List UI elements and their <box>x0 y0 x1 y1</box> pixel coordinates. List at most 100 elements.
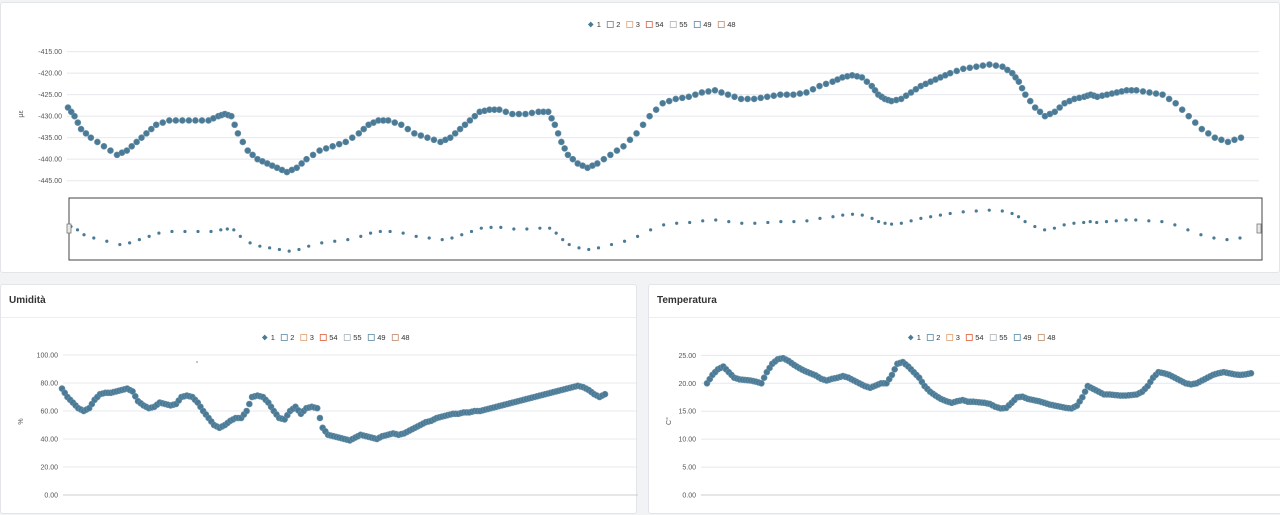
strain-data-point[interactable] <box>737 95 745 103</box>
strain-data-point[interactable] <box>979 62 987 69</box>
strain-data-point[interactable] <box>391 119 399 126</box>
strain-data-point[interactable] <box>1056 104 1063 111</box>
strain-data-point[interactable] <box>1036 108 1044 116</box>
humidity-legend-marker-1[interactable] <box>261 334 268 341</box>
strain-data-point[interactable] <box>626 136 634 144</box>
strain-data-point[interactable] <box>1026 97 1034 105</box>
strain-data-point[interactable] <box>554 130 562 137</box>
strain-data-point[interactable] <box>639 121 647 129</box>
strain-data-point[interactable] <box>672 95 680 103</box>
strain-data-point[interactable] <box>1051 108 1059 116</box>
strain-data-point[interactable] <box>1198 125 1206 133</box>
strain-navigator-handle-left[interactable] <box>66 223 72 234</box>
strain-data-point[interactable] <box>561 145 568 152</box>
strain-data-point[interactable] <box>342 138 350 146</box>
strain-data-point[interactable] <box>1139 88 1147 95</box>
strain-data-point[interactable] <box>946 69 954 77</box>
strain-data-point[interactable] <box>397 121 405 129</box>
strain-data-point[interactable] <box>1146 89 1153 96</box>
strain-data-point[interactable] <box>159 119 167 126</box>
strain-data-point[interactable] <box>67 108 75 116</box>
strain-data-point[interactable] <box>298 160 305 167</box>
strain-data-point[interactable] <box>138 134 145 141</box>
temperature-chart[interactable]: 1 2 3 54 55 49 48 25.00 20.00 15.00 10.00 5.00 0.00 C… <box>649 285 1280 515</box>
strain-data-point[interactable] <box>100 142 108 150</box>
strain-data-point[interactable] <box>999 63 1006 70</box>
strain-data-point[interactable] <box>633 130 640 137</box>
strain-data-point[interactable] <box>1018 84 1026 92</box>
strain-data-point[interactable] <box>522 110 529 118</box>
strain-data-point[interactable] <box>1224 138 1232 146</box>
strain-data-point[interactable] <box>665 97 673 105</box>
strain-data-point[interactable] <box>411 130 418 137</box>
strain-data-point[interactable] <box>551 121 559 129</box>
humidity-legend-marker-49[interactable] <box>367 334 375 341</box>
strain-data-point[interactable] <box>456 125 464 133</box>
humidity-legend-label-54[interactable]: 54 <box>329 333 337 342</box>
strain-data-point[interactable] <box>966 64 974 72</box>
strain-data-point[interactable] <box>1015 78 1023 86</box>
temperature-legend-label-54[interactable]: 54 <box>975 333 983 342</box>
temperature-data-point[interactable] <box>888 371 896 379</box>
strain-data-point[interactable] <box>471 112 479 120</box>
strain-data-point[interactable] <box>564 151 572 159</box>
strain-data-point[interactable] <box>724 91 732 98</box>
strain-data-point[interactable] <box>548 115 555 122</box>
strain-data-point[interactable] <box>1008 69 1016 77</box>
strain-data-point[interactable] <box>986 61 993 68</box>
strain-data-point[interactable] <box>244 147 252 154</box>
strain-data-point[interactable] <box>348 134 356 141</box>
strain-data-point[interactable] <box>763 93 771 101</box>
strain-data-point[interactable] <box>1185 112 1193 120</box>
humidity-data-point[interactable] <box>316 414 324 422</box>
strain-data-point[interactable] <box>355 130 363 137</box>
strain-data-point[interactable] <box>461 121 469 129</box>
temperature-legend-marker-49[interactable] <box>1013 334 1021 341</box>
strain-data-point[interactable] <box>1165 95 1173 103</box>
strain-data-point[interactable] <box>750 95 758 103</box>
strain-data-point[interactable] <box>776 91 784 98</box>
strain-data-point[interactable] <box>822 80 830 88</box>
strain-data-point[interactable] <box>404 125 412 133</box>
strain-legend-label-48[interactable]: 48 <box>727 20 735 29</box>
temperature-data-point[interactable] <box>891 366 898 373</box>
strain-data-point[interactable] <box>451 130 459 137</box>
strain-data-point[interactable] <box>790 91 797 98</box>
strain-data-point[interactable] <box>907 89 915 96</box>
strain-data-point[interactable] <box>558 138 565 146</box>
strain-data-point[interactable] <box>1022 91 1029 98</box>
strain-data-point[interactable] <box>198 117 206 124</box>
strain-data-point[interactable] <box>329 142 336 150</box>
strain-data-point[interactable] <box>152 121 160 129</box>
strain-legend-label-3[interactable]: 3 <box>636 20 640 29</box>
strain-data-point[interactable] <box>620 142 627 150</box>
strain-legend-marker-49[interactable] <box>693 21 701 28</box>
humidity-legend-label-2[interactable]: 2 <box>290 333 294 342</box>
strain-data-point[interactable] <box>796 90 804 97</box>
strain-legend-label-1[interactable]: 1 <box>597 20 601 29</box>
strain-data-point[interactable] <box>770 92 778 100</box>
strain-data-point[interactable] <box>293 164 301 172</box>
humidity-data-point[interactable] <box>132 393 139 400</box>
strain-data-point[interactable] <box>594 160 601 167</box>
strain-data-point[interactable] <box>646 112 653 120</box>
strain-data-point[interactable] <box>607 151 614 159</box>
strain-data-point[interactable] <box>757 94 764 102</box>
strain-data-point[interactable] <box>973 63 980 70</box>
strain-data-point[interactable] <box>71 112 78 120</box>
strain-legend-marker-55[interactable] <box>669 21 677 28</box>
strain-data-point[interactable] <box>809 85 817 93</box>
strain-data-point[interactable] <box>545 108 552 116</box>
strain-data-point[interactable] <box>1237 134 1245 141</box>
strain-data-point[interactable] <box>652 106 660 113</box>
humidity-legend-marker-48[interactable] <box>391 334 399 341</box>
strain-data-point[interactable] <box>228 112 235 120</box>
strain-legend-label-55[interactable]: 55 <box>679 20 687 29</box>
strain-legend-label-49[interactable]: 49 <box>703 20 711 29</box>
strain-data-point[interactable] <box>659 99 666 107</box>
strain-legend-label-2[interactable]: 2 <box>616 20 620 29</box>
strain-data-point[interactable] <box>803 89 810 96</box>
strain-data-point[interactable] <box>309 151 317 159</box>
humidity-data-point[interactable] <box>246 400 253 408</box>
strain-legend-marker-2[interactable] <box>606 21 614 28</box>
